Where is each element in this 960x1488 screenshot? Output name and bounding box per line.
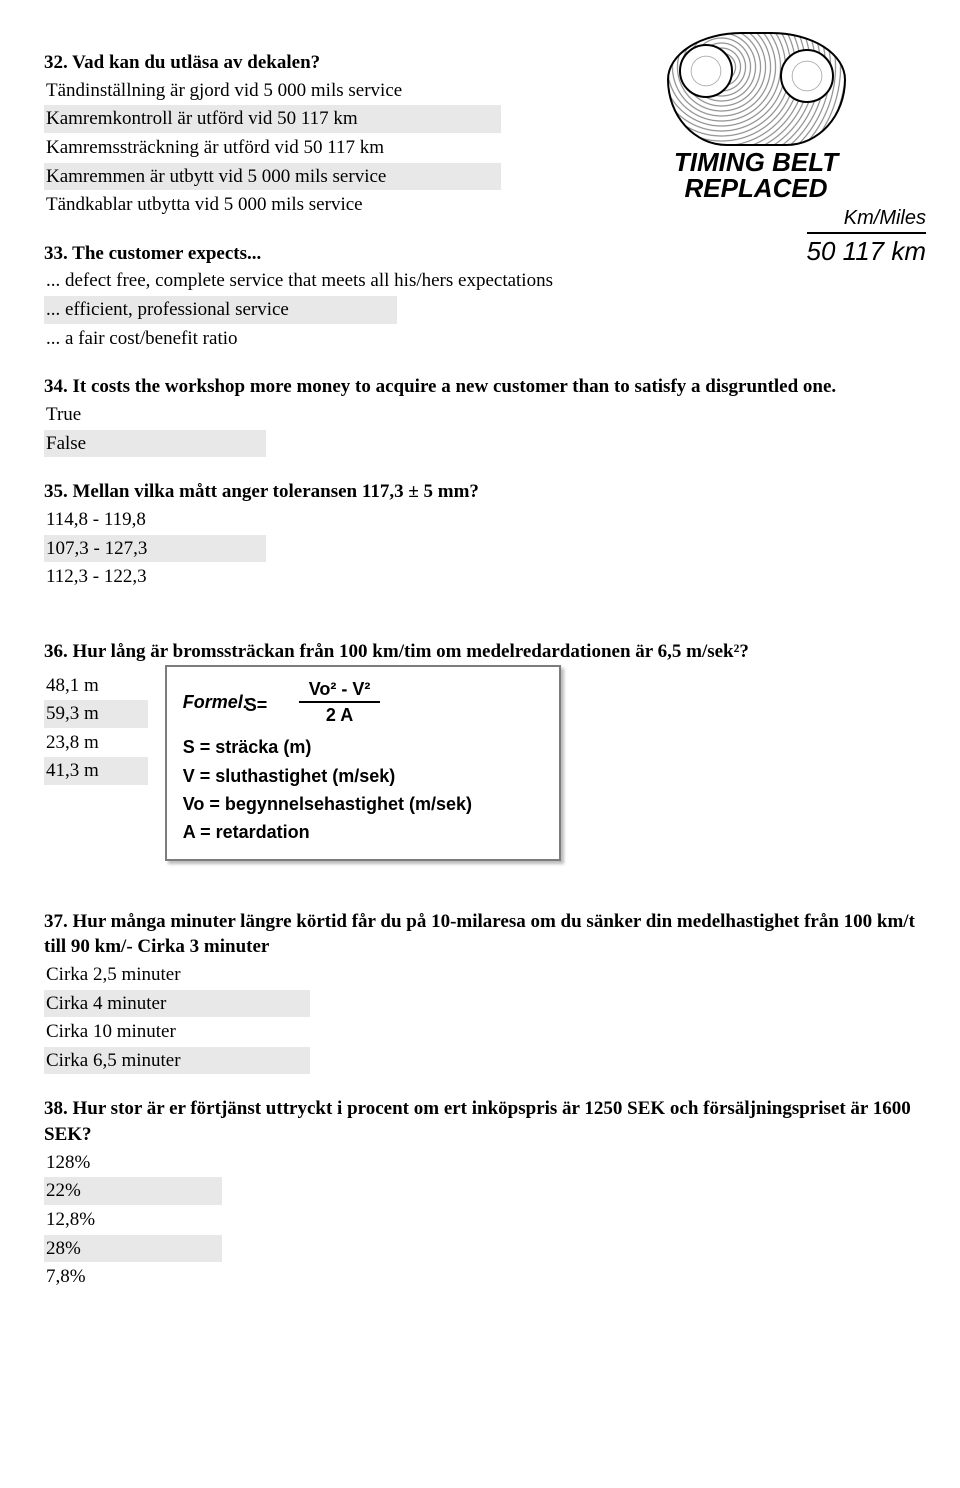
question-32: 32. Vad kan du utläsa av dekalen? Tändin… [44,50,916,219]
q38-title: 38. Hur stor är er förtjänst uttryckt i … [44,1096,916,1147]
q32-opt4[interactable]: Kamremmen är utbytt vid 5 000 mils servi… [44,163,501,191]
q37-title: 37. Hur många minuter längre körtid får … [44,909,916,960]
timing-belt-figure: TIMING BELT REPLACED Km/Miles 50 117 km [586,32,926,269]
q36-opt2[interactable]: 59,3 m [44,700,148,728]
formula-box: Formel: Vo² - V² 2 A S= S = sträcka (m) … [165,665,561,861]
timing-belt-icon [667,32,846,146]
q38-opt1[interactable]: 128% [44,1149,916,1177]
formula-def3: Vo = begynnelsehastighet (m/sek) [183,792,543,816]
q32-opt2[interactable]: Kamremkontroll är utförd vid 50 117 km [44,105,501,133]
q33-opt1[interactable]: ... defect free, complete service that m… [44,267,746,295]
q36-title: 36. Hur lång är bromssträckan från 100 k… [44,639,916,665]
formula-def4: A = retardation [183,820,543,844]
question-35: 35. Mellan vilka mått anger toleransen 1… [44,479,916,591]
formula-label: Formel: [183,690,249,714]
q35-opt3[interactable]: 112,3 - 122,3 [44,563,916,591]
q38-opt5[interactable]: 7,8% [44,1263,916,1291]
q36-opt3[interactable]: 23,8 m [44,729,148,757]
q38-opt4[interactable]: 28% [44,1235,222,1263]
fig-line2: REPLACED [586,175,926,201]
fig-km-label: Km/Miles [586,205,926,232]
question-36: 36. Hur lång är bromssträckan från 100 k… [44,639,916,861]
q34-opt2[interactable]: False [44,430,266,458]
formula-def2: V = sluthastighet (m/sek) [183,764,543,788]
question-34: 34. It costs the workshop more money to … [44,374,916,457]
q33-opt3[interactable]: ... a fair cost/benefit ratio [44,325,746,353]
q37-opt2[interactable]: Cirka 4 minuter [44,990,310,1018]
q34-opt1[interactable]: True [44,401,916,429]
q37-opt1[interactable]: Cirka 2,5 minuter [44,961,916,989]
q34-title: 34. It costs the workshop more money to … [44,374,916,400]
q35-opt2[interactable]: 107,3 - 127,3 [44,535,266,563]
fig-km-value: 50 117 km [807,232,926,269]
q35-title: 35. Mellan vilka mått anger toleransen 1… [44,479,916,505]
q37-opt3[interactable]: Cirka 10 minuter [44,1018,916,1046]
formula-def1: S = sträcka (m) [183,735,543,759]
q37-opt4[interactable]: Cirka 6,5 minuter [44,1047,310,1075]
q38-opt3[interactable]: 12,8% [44,1206,916,1234]
q33-opt2[interactable]: ... efficient, professional service [44,296,397,324]
question-38: 38. Hur stor är er förtjänst uttryckt i … [44,1096,916,1290]
question-37: 37. Hur många minuter längre körtid får … [44,909,916,1075]
q35-opt1[interactable]: 114,8 - 119,8 [44,506,916,534]
formula-seq: S= [245,693,543,717]
q38-opt2[interactable]: 22% [44,1177,222,1205]
fig-line1: TIMING BELT [586,149,926,175]
q36-opt4[interactable]: 41,3 m [44,757,148,785]
q36-opt1[interactable]: 48,1 m [44,672,148,700]
